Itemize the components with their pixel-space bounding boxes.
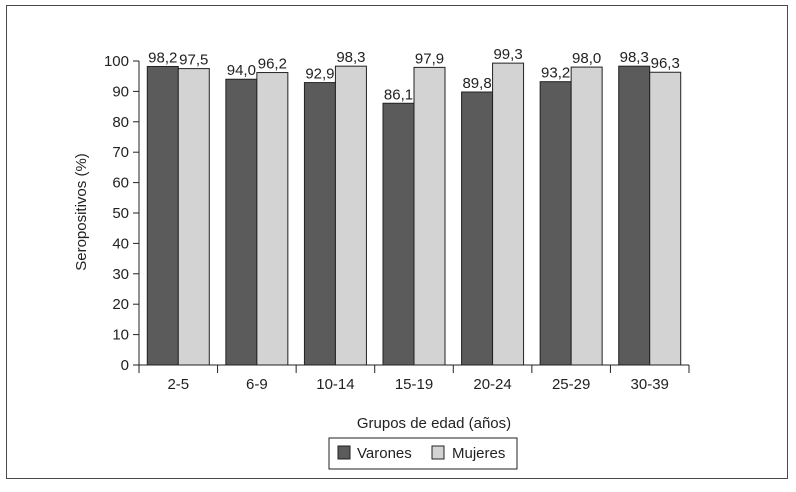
bar-mujeres-6-9 xyxy=(256,72,289,366)
y-tick-label: 30 xyxy=(112,266,129,283)
x-tick-label: 30-39 xyxy=(631,376,669,393)
data-label: 98,0 xyxy=(572,50,601,67)
legend-box xyxy=(328,437,518,470)
legend: Varones Mujeres xyxy=(328,437,518,470)
data-label: 98,3 xyxy=(336,49,365,66)
data-label: 92,9 xyxy=(305,66,334,83)
data-label: 96,3 xyxy=(651,55,680,72)
bar-mujeres-30-39 xyxy=(649,71,682,366)
data-label: 86,1 xyxy=(384,86,413,103)
y-tick-label: 100 xyxy=(104,53,129,70)
legend-swatch-varones xyxy=(337,445,351,460)
bar-mujeres-10-14 xyxy=(334,65,367,366)
y-tick-label: 70 xyxy=(112,144,129,161)
y-tick-label: 90 xyxy=(112,83,129,100)
y-tick-label: 50 xyxy=(112,205,129,222)
data-label: 89,8 xyxy=(462,75,491,92)
y-tick-label: 20 xyxy=(112,296,129,313)
x-tick-label: 20-24 xyxy=(473,376,511,393)
bar-varones-15-19 xyxy=(382,102,415,366)
data-labels: 98,2 97,594,0 96,292,998,386,197,989,899,3… xyxy=(148,46,680,103)
x-tick-label: 10-14 xyxy=(316,376,354,393)
data-label: 97,5 xyxy=(179,52,208,69)
y-tick-label: 60 xyxy=(112,175,129,192)
x-tick-label: 25-29 xyxy=(552,376,590,393)
x-tick-label: 15-19 xyxy=(395,376,433,393)
bars xyxy=(146,62,682,366)
bar-mujeres-2-5 xyxy=(177,68,210,366)
y-tick-label: 0 xyxy=(121,357,129,374)
bar-varones-25-29 xyxy=(539,81,572,366)
bar-mujeres-25-29 xyxy=(570,66,603,366)
legend-label-varones: Varones xyxy=(357,445,412,462)
bar-varones-2-5 xyxy=(146,65,179,366)
data-label: 99,3 xyxy=(493,46,522,63)
data-label: 97,9 xyxy=(415,50,444,67)
x-axis: 2-5 6-9 10-14 15-19 20-24 25-29 30-39 xyxy=(138,364,690,393)
legend-swatch-mujeres xyxy=(431,445,445,460)
data-label: 94,0 xyxy=(227,62,256,79)
x-axis-title: Grupos de edad (años) xyxy=(357,415,511,432)
legend-label-mujeres: Mujeres xyxy=(452,445,505,462)
y-axis-title: Seropositivos (%) xyxy=(73,153,90,271)
x-tick-label: 6-9 xyxy=(246,376,268,393)
y-tick-label: 80 xyxy=(112,114,129,131)
data-label: 98,3 xyxy=(620,49,649,66)
y-axis: 0 10 20 30 40 50 60 70 80 90 100 xyxy=(104,53,140,374)
bar-varones-10-14 xyxy=(303,82,336,366)
data-label: 98,2 xyxy=(148,49,177,66)
bar-mujeres-15-19 xyxy=(413,66,446,366)
x-tick-label: 2-5 xyxy=(167,376,189,393)
y-tick-label: 40 xyxy=(112,235,129,252)
bar-varones-30-39 xyxy=(618,65,651,366)
data-label: 93,2 xyxy=(541,65,570,82)
y-tick-label: 10 xyxy=(112,327,129,344)
bar-mujeres-20-24 xyxy=(492,62,525,366)
bar-varones-6-9 xyxy=(225,78,258,366)
bar-varones-20-24 xyxy=(461,91,494,366)
data-label: 96,2 xyxy=(258,56,287,73)
